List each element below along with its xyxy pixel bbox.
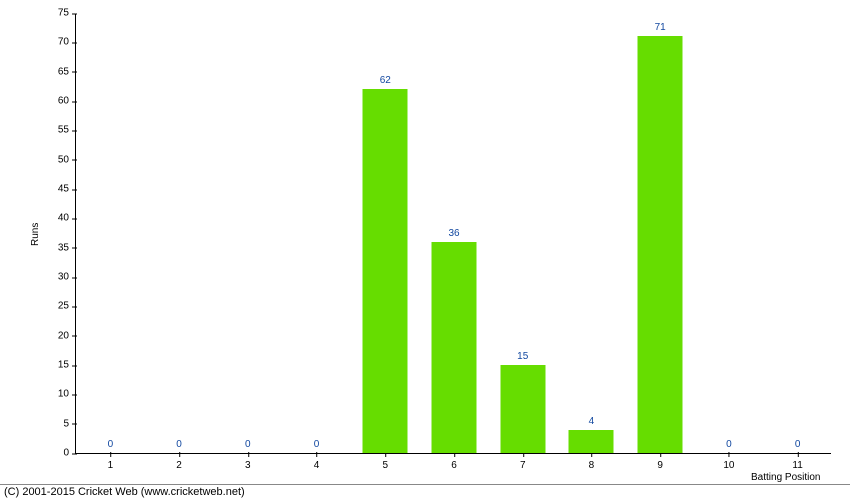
bar-value-label: 36 bbox=[448, 228, 459, 239]
y-tick: 60 bbox=[58, 96, 76, 107]
y-tick: 50 bbox=[58, 154, 76, 165]
x-tick: 10 bbox=[723, 453, 734, 471]
y-tick: 10 bbox=[58, 389, 76, 400]
x-tick: 7 bbox=[520, 453, 526, 471]
bar-value-label: 0 bbox=[726, 439, 732, 450]
bar-value-label: 0 bbox=[795, 439, 801, 450]
bar-value-label: 0 bbox=[176, 439, 182, 450]
y-tick: 20 bbox=[58, 330, 76, 341]
bar-value-label: 62 bbox=[380, 75, 391, 86]
bar: 15 bbox=[500, 365, 545, 453]
chart-container: 0510152025303540455055606570751020304056… bbox=[0, 0, 850, 500]
y-tick: 55 bbox=[58, 125, 76, 136]
x-tick: 5 bbox=[382, 453, 388, 471]
y-tick: 75 bbox=[58, 8, 76, 19]
y-tick: 30 bbox=[58, 272, 76, 283]
bar-value-label: 0 bbox=[245, 439, 251, 450]
bar: 36 bbox=[432, 242, 477, 453]
y-tick: 0 bbox=[63, 448, 76, 459]
x-axis-label: Batting Position bbox=[751, 472, 821, 483]
bar-value-label: 0 bbox=[314, 439, 320, 450]
bar-value-label: 71 bbox=[655, 22, 666, 33]
y-tick: 35 bbox=[58, 242, 76, 253]
y-tick: 65 bbox=[58, 66, 76, 77]
x-tick: 2 bbox=[176, 453, 182, 471]
y-tick: 25 bbox=[58, 301, 76, 312]
bar: 4 bbox=[569, 430, 614, 453]
y-tick: 5 bbox=[63, 418, 76, 429]
bar: 71 bbox=[638, 36, 683, 453]
bar-value-label: 4 bbox=[589, 416, 595, 427]
y-tick: 40 bbox=[58, 213, 76, 224]
plot-area: 0510152025303540455055606570751020304056… bbox=[75, 14, 831, 454]
x-tick: 8 bbox=[589, 453, 595, 471]
y-axis-label: Runs bbox=[30, 223, 41, 246]
y-tick: 45 bbox=[58, 184, 76, 195]
y-tick: 70 bbox=[58, 37, 76, 48]
x-tick: 3 bbox=[245, 453, 251, 471]
bar-value-label: 0 bbox=[108, 439, 114, 450]
x-tick: 11 bbox=[792, 453, 802, 471]
x-tick: 6 bbox=[451, 453, 457, 471]
x-tick: 4 bbox=[314, 453, 320, 471]
x-tick: 1 bbox=[108, 453, 114, 471]
y-tick: 15 bbox=[58, 360, 76, 371]
copyright-text: (C) 2001-2015 Cricket Web (www.cricketwe… bbox=[0, 484, 850, 500]
bar: 62 bbox=[363, 89, 408, 453]
bar-value-label: 15 bbox=[517, 351, 528, 362]
x-tick: 9 bbox=[657, 453, 663, 471]
